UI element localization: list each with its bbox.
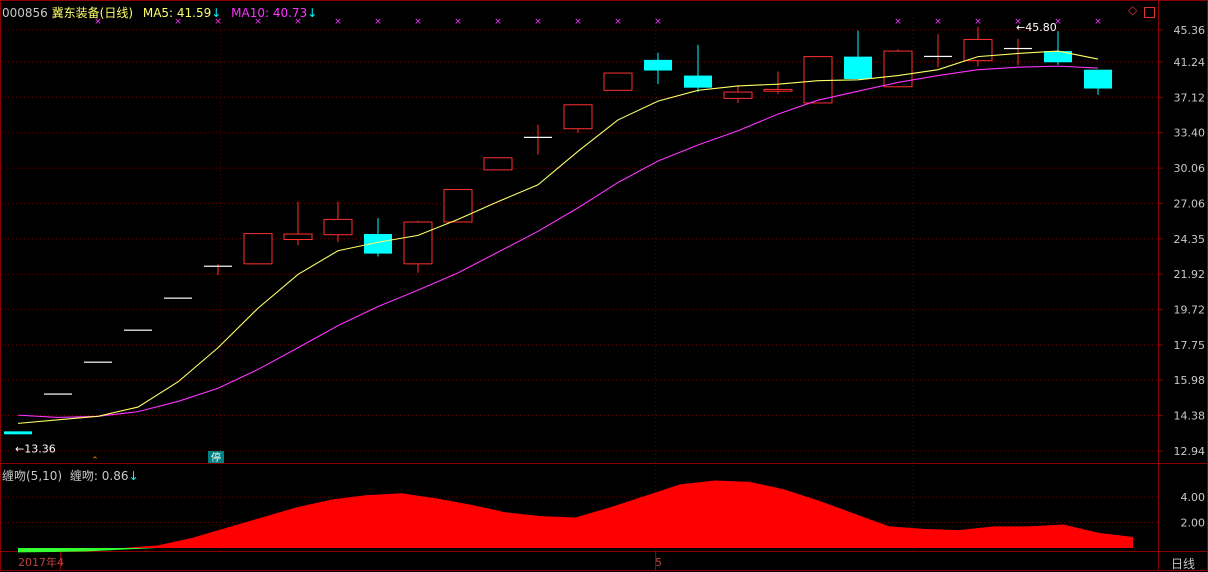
candle-body — [164, 297, 192, 299]
candle-body — [603, 72, 633, 91]
indicator-arrow-icon: ↓ — [128, 469, 139, 483]
candle-body — [1044, 51, 1072, 63]
signal-marker: × — [414, 17, 422, 27]
signal-marker: × — [1054, 17, 1062, 27]
candle-body — [1084, 69, 1112, 89]
ma5-arrow-icon: ↓ — [211, 6, 222, 20]
candle-body — [563, 104, 593, 130]
signal-marker: × — [254, 17, 262, 27]
halt-label: 停 — [211, 451, 221, 464]
signal-marker: × — [494, 17, 502, 27]
halt-badge — [208, 451, 224, 463]
indicator-label: 缠吻(5,10) — [2, 469, 63, 483]
price-tick-label: 17.75 — [1174, 339, 1206, 352]
price-tick-label: 41.24 — [1174, 56, 1206, 69]
signal-marker: × — [534, 17, 542, 27]
candle-body — [963, 38, 993, 62]
ma5-line — [17, 50, 1099, 424]
signal-marker: × — [654, 17, 662, 27]
ma5-label: MA5: 41.59 — [142, 6, 212, 20]
candle-body — [4, 431, 32, 435]
x-label-may: 5 — [655, 556, 662, 569]
signal-marker: × — [974, 17, 982, 27]
candle-body — [723, 91, 753, 99]
candle-body — [684, 75, 712, 88]
candle-body — [883, 50, 913, 88]
candle-body — [924, 55, 952, 58]
period-label[interactable]: 日线 — [1171, 557, 1196, 571]
chart-header: 000856 冀东装备(日线) MA5: 41.59↓ MA10: 40.73↓ — [2, 4, 317, 21]
high-price-annotation: ←45.80 — [1016, 21, 1057, 34]
candle-body — [364, 234, 392, 254]
signal-marker: × — [174, 17, 182, 27]
signal-marker: × — [374, 17, 382, 27]
candle-body — [644, 59, 672, 71]
price-tick-label: 19.72 — [1174, 304, 1206, 317]
signal-marker: × — [294, 17, 302, 27]
stock-name: 冀东装备(日线) — [51, 6, 134, 20]
signal-marker: × — [214, 17, 222, 27]
candle-body — [803, 56, 833, 104]
ma10-line — [17, 65, 1099, 419]
indicator-negative-area — [18, 548, 1133, 553]
price-tick-label: 14.38 — [1174, 410, 1206, 423]
indicator-tick-label: 2.00 — [1181, 517, 1206, 530]
candle-body — [763, 88, 793, 92]
price-tick-label: 37.12 — [1174, 91, 1206, 104]
price-tick-label: 45.36 — [1174, 24, 1206, 37]
signal-marker: × — [454, 17, 462, 27]
signal-marker: × — [1094, 17, 1102, 27]
caret-marker: ⌃ — [91, 456, 99, 466]
candle-body — [524, 136, 552, 138]
signal-marker: × — [1014, 17, 1022, 27]
signal-marker: × — [334, 17, 342, 27]
signal-marker: × — [614, 17, 622, 27]
indicator-tick-label: 4.00 — [1181, 491, 1206, 504]
candle-body — [243, 233, 273, 265]
ma10-label: MA10: 40.73 — [231, 6, 308, 20]
candle-body — [84, 361, 112, 363]
indicator-positive-area — [18, 480, 1133, 548]
price-tick-label: 12.94 — [1174, 445, 1206, 458]
signal-marker: × — [934, 17, 942, 27]
sub-chart-header: 缠吻(5,10) 缠吻: 0.86↓ — [2, 467, 139, 484]
signal-marker: × — [894, 17, 902, 27]
price-tick-label: 27.06 — [1174, 197, 1206, 210]
price-tick-label: 24.35 — [1174, 233, 1206, 246]
diamond-icon[interactable]: ◇ — [1128, 3, 1138, 17]
candle-body — [844, 56, 872, 79]
candle-body — [204, 265, 232, 267]
candle-body — [44, 393, 72, 395]
x-label-april: 2017年4 — [18, 555, 64, 569]
candle-body — [1004, 47, 1032, 50]
price-tick-label: 33.40 — [1174, 127, 1206, 140]
price-tick-label: 15.98 — [1174, 374, 1206, 387]
price-tick-label: 30.06 — [1174, 162, 1206, 175]
candle-body — [403, 221, 433, 265]
signal-marker: × — [94, 17, 102, 27]
candle-body — [283, 233, 313, 240]
signal-marker: × — [574, 17, 582, 27]
candle-body — [124, 329, 152, 331]
ma10-arrow-icon: ↓ — [307, 6, 318, 20]
price-tick-label: 21.92 — [1174, 268, 1206, 281]
candle-body — [443, 189, 473, 223]
stock-code: 000856 — [2, 6, 48, 20]
restore-window-icon[interactable] — [1144, 7, 1155, 18]
indicator-value: 缠吻: 0.86 — [69, 469, 129, 483]
candle-body — [323, 218, 353, 236]
low-price-annotation: ←13.36 — [15, 442, 56, 455]
candle-body — [483, 157, 513, 171]
